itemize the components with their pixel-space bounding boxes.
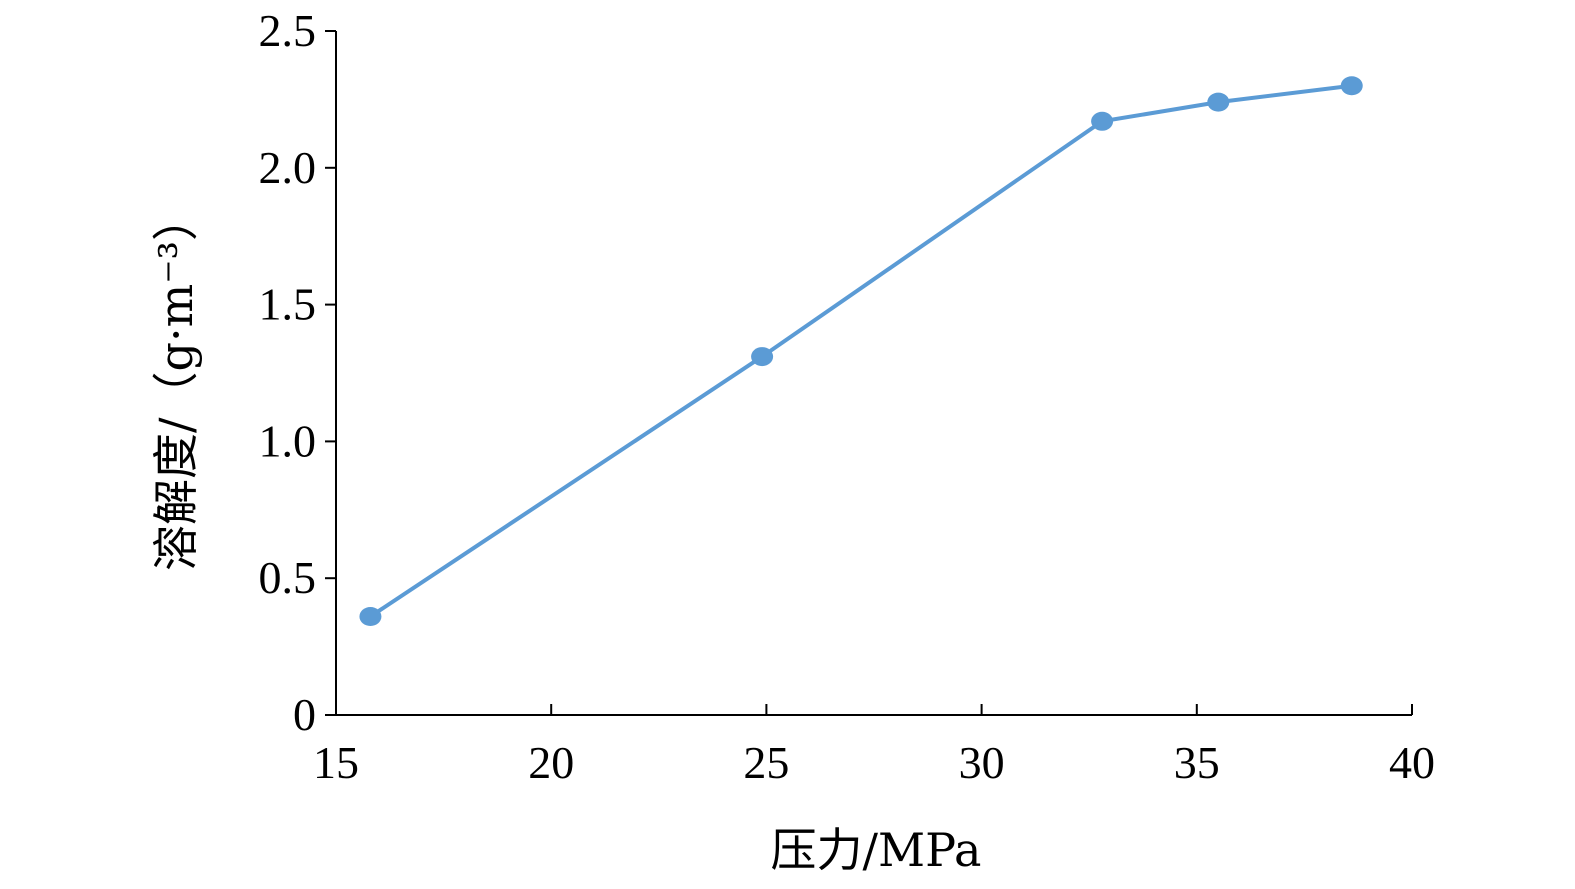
- x-ticks: 15 20 25 30 35 40: [313, 704, 1435, 788]
- x-tick-label: 35: [1174, 737, 1220, 788]
- axes: [335, 31, 1412, 716]
- y-tick-label: 0.5: [259, 552, 317, 603]
- data-point: [1207, 92, 1230, 112]
- x-tick-label: 25: [743, 737, 789, 788]
- x-tick-label: 40: [1389, 737, 1435, 788]
- y-tick-label: 1.5: [259, 279, 317, 330]
- y-tick-label: 2.5: [259, 5, 317, 56]
- x-tick-label: 20: [528, 737, 574, 788]
- y-tick-label: 0: [293, 689, 316, 740]
- series-layer: [359, 76, 1363, 627]
- x-tick-label: 15: [313, 737, 359, 788]
- y-ticks: 0 0.5 1.0 1.5 2.0 2.5: [259, 5, 336, 740]
- data-point: [359, 607, 382, 627]
- x-tick-label: 30: [959, 737, 1005, 788]
- y-axis-title: 溶解度/（g·m⁻³）: [149, 195, 203, 571]
- data-point: [751, 347, 774, 367]
- y-tick-label: 1.0: [259, 415, 317, 466]
- data-point: [1091, 111, 1114, 131]
- x-axis-title: 压力/MPa: [771, 823, 982, 877]
- data-point: [1340, 76, 1363, 96]
- series-line: [369, 83, 1352, 619]
- y-tick-label: 2.0: [259, 142, 317, 193]
